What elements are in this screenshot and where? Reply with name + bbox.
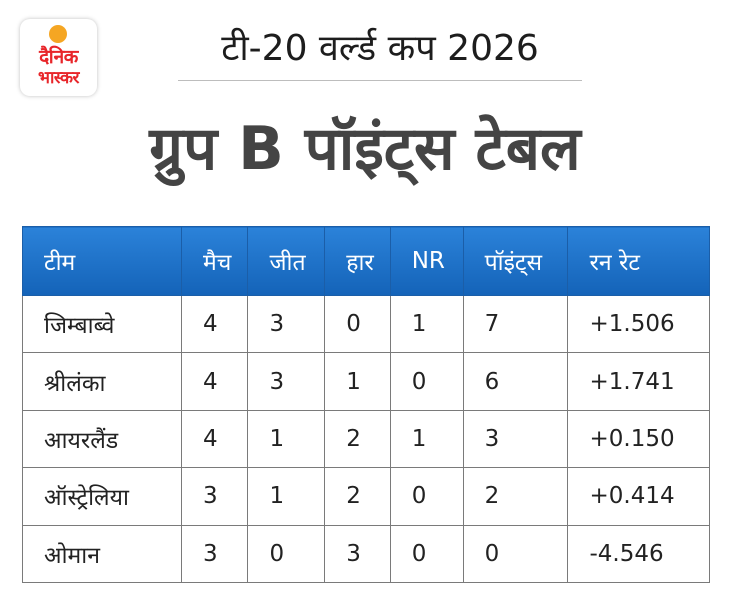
table-row: ओमान 3 0 3 0 0 -4.546	[22, 524, 710, 584]
table-header-row: टीम मैच जीत हार NR पॉइंट्स रन रेट	[22, 226, 710, 296]
matches-cell: 4	[180, 352, 249, 411]
sun-icon	[49, 25, 67, 43]
page-title: ग्रुप B पॉइंट्स टेबल	[149, 114, 581, 184]
run-rate-cell: -4.546	[567, 524, 710, 584]
points-cell: 0	[462, 524, 569, 584]
won-cell: 3	[247, 294, 326, 354]
team-name: जिम्बाब्वे	[22, 294, 182, 354]
run-rate-cell: +1.741	[567, 352, 710, 411]
column-header-won: जीत	[247, 226, 326, 296]
points-cell: 2	[462, 467, 569, 526]
nr-cell: 1	[389, 409, 464, 469]
nr-cell: 1	[389, 294, 464, 354]
won-cell: 1	[247, 409, 326, 469]
run-rate-cell: +0.150	[567, 409, 710, 469]
lost-cell: 3	[324, 524, 391, 584]
table-row: आयरलैंड 4 1 2 1 3 +0.150	[22, 409, 710, 469]
column-header-matches: मैच	[180, 226, 249, 296]
lost-cell: 1	[324, 352, 391, 411]
matches-cell: 4	[180, 409, 249, 469]
won-cell: 1	[247, 467, 326, 526]
table-row: ऑस्ट्रेलिया 3 1 2 0 2 +0.414	[22, 467, 710, 526]
nr-cell: 0	[389, 352, 464, 411]
team-name: ओमान	[22, 524, 182, 584]
won-cell: 0	[247, 524, 326, 584]
matches-cell: 3	[180, 467, 249, 526]
team-name: ऑस्ट्रेलिया	[22, 467, 182, 526]
lost-cell: 2	[324, 409, 391, 469]
matches-cell: 3	[180, 524, 249, 584]
column-header-nr: NR	[389, 226, 464, 296]
nr-cell: 0	[389, 524, 464, 584]
logo-text-line2: भास्कर	[38, 68, 79, 88]
table-row: जिम्बाब्वे 4 3 0 1 7 +1.506	[22, 294, 710, 354]
nr-cell: 0	[389, 467, 464, 526]
column-header-points: पॉइंट्स	[462, 226, 569, 296]
table-row: श्रीलंका 4 3 1 0 6 +1.741	[22, 352, 710, 411]
run-rate-cell: +1.506	[567, 294, 710, 354]
won-cell: 3	[247, 352, 326, 411]
column-header-run-rate: रन रेट	[567, 226, 710, 296]
run-rate-cell: +0.414	[567, 467, 710, 526]
points-cell: 6	[462, 352, 569, 411]
team-name: श्रीलंका	[22, 352, 182, 411]
title-divider	[178, 80, 582, 81]
points-table: टीम मैच जीत हार NR पॉइंट्स रन रेट जिम्बा…	[22, 226, 710, 584]
column-header-lost: हार	[324, 226, 391, 296]
column-header-team: टीम	[22, 226, 182, 296]
team-name: आयरलैंड	[22, 409, 182, 469]
dainik-bhaskar-logo: दैनिक भास्कर	[20, 19, 97, 96]
points-cell: 3	[462, 409, 569, 469]
logo-text-line1: दैनिक	[39, 46, 78, 68]
matches-cell: 4	[180, 294, 249, 354]
page-supertitle: टी-20 वर्ल्ड कप 2026	[221, 28, 539, 69]
lost-cell: 2	[324, 467, 391, 526]
points-cell: 7	[462, 294, 569, 354]
lost-cell: 0	[324, 294, 391, 354]
